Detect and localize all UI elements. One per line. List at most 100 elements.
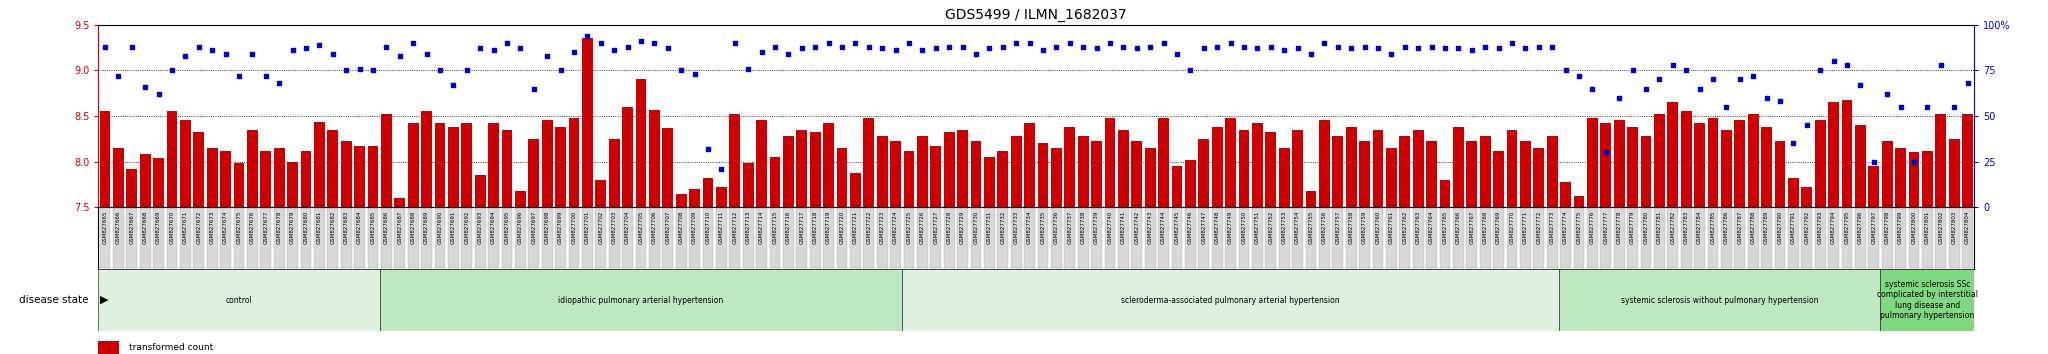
Text: GSM827726: GSM827726 [920,210,926,244]
Point [1683,86,1716,91]
Point [1495,40,1528,46]
Bar [381,114,391,207]
Point [1120,46,1153,51]
Point [1831,62,1864,68]
Text: GSM827741: GSM827741 [1120,210,1126,244]
Bar [1012,136,1022,207]
Point [961,51,993,57]
Text: GSM827761: GSM827761 [1389,210,1395,244]
Text: GSM827781: GSM827781 [1657,210,1661,244]
Point [1026,47,1059,53]
Text: GSM827694: GSM827694 [492,210,496,244]
Bar [838,208,848,268]
Bar [930,208,942,268]
Text: GSM827724: GSM827724 [893,210,899,244]
Bar [702,208,713,268]
Text: GSM827800: GSM827800 [1911,210,1917,244]
Point [1147,40,1180,46]
Bar [1735,120,1745,207]
Text: GSM827687: GSM827687 [397,210,401,244]
Text: GSM827787: GSM827787 [1737,210,1743,244]
Point [1079,46,1112,51]
Bar [1921,208,1933,268]
Text: GSM827790: GSM827790 [1778,210,1782,244]
Text: GSM827667: GSM827667 [129,210,135,244]
Point [115,44,147,50]
Point [1135,44,1167,50]
Bar [569,208,580,268]
Bar [1628,208,1638,268]
Bar [1573,208,1585,268]
Text: GSM827681: GSM827681 [317,210,322,244]
Text: GSM827738: GSM827738 [1081,210,1085,244]
Text: GSM827748: GSM827748 [1214,210,1221,244]
Bar [274,208,285,268]
Bar [1520,142,1530,207]
Bar [1266,132,1276,207]
Text: GSM827683: GSM827683 [344,210,348,244]
Text: GSM827685: GSM827685 [371,210,375,244]
Bar [1868,166,1880,207]
Text: GSM827697: GSM827697 [530,210,537,244]
Bar [1614,120,1624,207]
Bar [340,208,352,268]
Point [1898,159,1931,164]
Bar [301,208,311,268]
Bar [1829,102,1839,207]
Bar [690,189,700,207]
Bar [1413,130,1423,207]
Bar [434,208,444,268]
Bar [1452,208,1464,268]
Bar [1882,208,1892,268]
Bar [154,158,164,207]
Text: GSM827769: GSM827769 [1497,210,1501,244]
Text: GSM827777: GSM827777 [1604,210,1608,244]
Text: GSM827784: GSM827784 [1698,210,1702,244]
Bar [233,208,244,268]
Bar [1747,208,1759,268]
Text: GSM827751: GSM827751 [1255,210,1260,244]
Text: GSM827789: GSM827789 [1763,210,1769,244]
Bar [207,148,217,207]
Text: GSM827797: GSM827797 [1872,210,1876,244]
Bar [944,132,954,207]
Point [1778,141,1810,146]
Text: GSM827666: GSM827666 [117,210,121,244]
Bar [1815,208,1825,268]
Bar [233,163,244,207]
Text: GSM827785: GSM827785 [1710,210,1716,244]
Bar [1077,208,1090,268]
Text: GSM827689: GSM827689 [424,210,430,244]
Text: GSM827750: GSM827750 [1241,210,1247,244]
Bar [1681,208,1692,268]
Text: GSM827774: GSM827774 [1563,210,1569,244]
Bar [180,120,190,207]
Bar [528,139,539,207]
Point [879,47,911,53]
Text: GSM827753: GSM827753 [1282,210,1286,244]
Bar [971,208,981,268]
Bar [555,127,565,207]
Bar [997,208,1008,268]
Bar [127,169,137,207]
Point [1911,104,1944,110]
Bar [528,208,539,268]
Point [1389,44,1421,50]
Bar [1413,208,1423,268]
Bar [1440,208,1450,268]
Bar [918,136,928,207]
Text: GSM827756: GSM827756 [1321,210,1327,244]
Bar [193,132,205,207]
Point [1253,44,1286,50]
Bar [676,208,686,268]
Bar [221,150,231,207]
Bar [340,142,352,207]
Bar [877,136,887,207]
Bar [782,208,795,268]
Bar [1198,139,1208,207]
Point [1483,46,1516,51]
Bar [1561,208,1571,268]
Point [436,82,469,88]
Bar [543,208,553,268]
Bar [328,130,338,207]
